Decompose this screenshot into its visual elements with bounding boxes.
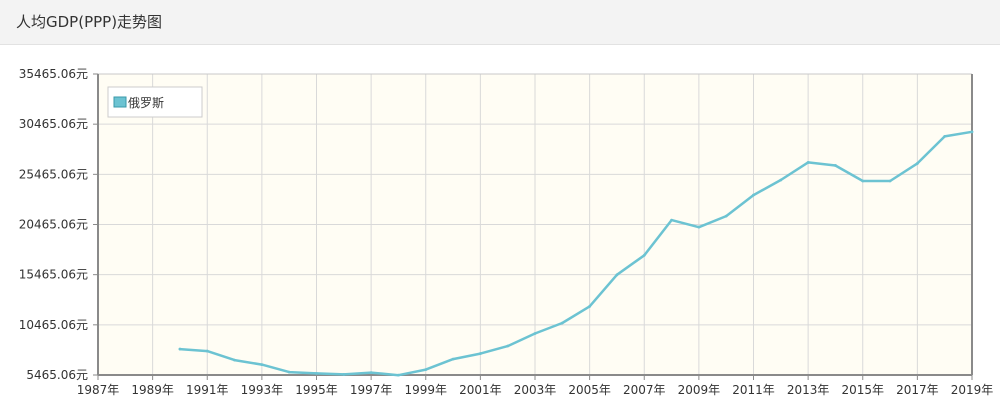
data-point — [287, 370, 291, 374]
data-point — [806, 161, 810, 164]
x-tick-label: 1991年 — [186, 383, 229, 397]
data-point — [697, 225, 701, 229]
y-tick-label: 10465.06元 — [19, 318, 88, 332]
data-point — [724, 214, 728, 218]
page-title: 人均GDP(PPP)走势图 — [16, 13, 163, 31]
y-tick-label: 25465.06元 — [19, 167, 88, 181]
data-point — [779, 178, 783, 182]
x-tick-label: 1989年 — [131, 383, 174, 397]
data-point — [915, 162, 919, 165]
legend-swatch — [113, 96, 127, 108]
x-tick-label: 2019年 — [951, 383, 994, 397]
data-point — [451, 357, 455, 361]
data-point — [670, 218, 673, 222]
series-layer — [178, 130, 974, 377]
data-point — [478, 352, 482, 355]
data-point — [342, 373, 346, 376]
data-point — [315, 372, 318, 375]
data-point — [642, 253, 646, 257]
legend[interactable]: 俄罗斯 — [107, 86, 203, 118]
data-point — [178, 347, 182, 351]
x-tick-label: 2001年 — [459, 383, 502, 397]
data-point — [588, 305, 592, 308]
x-tick-label: 2015年 — [841, 383, 884, 397]
data-point — [533, 332, 537, 335]
header-bar: 人均GDP(PPP)走势图 — [0, 0, 1000, 45]
y-tick-label: 35465.06元 — [19, 67, 88, 81]
data-point — [260, 363, 264, 367]
x-tick-label: 1995年 — [295, 383, 338, 397]
data-point — [424, 368, 428, 372]
data-point — [752, 193, 755, 197]
x-tick-label: 2017年 — [896, 383, 939, 397]
legend-label: 俄罗斯 — [128, 96, 164, 110]
data-point — [943, 134, 947, 138]
x-tick-label: 2011年 — [732, 383, 775, 397]
y-tick-label: 30465.06元 — [19, 117, 88, 131]
x-tick-label: 1997年 — [350, 383, 393, 397]
x-tick-label: 2003年 — [514, 383, 557, 397]
x-tick-label: 2013年 — [787, 383, 830, 397]
x-tick-label: 1987年 — [77, 383, 120, 397]
data-point — [233, 358, 236, 362]
data-point — [369, 371, 373, 375]
data-point — [506, 344, 510, 348]
data-point — [834, 164, 837, 167]
y-tick-label: 5465.06元 — [26, 368, 88, 382]
x-axis-ticks: 1987年 1989年 1991年 1993年 1995年 1997年 1999年 2001年… — [77, 375, 994, 397]
data-point — [861, 179, 865, 183]
data-point — [888, 179, 892, 183]
data-point — [397, 373, 400, 377]
data-point — [560, 321, 564, 325]
data-point — [970, 130, 974, 134]
x-tick-label: 2009年 — [678, 383, 721, 397]
y-tick-label: 15465.06元 — [19, 268, 88, 282]
data-point — [615, 273, 619, 277]
x-tick-label: 2005年 — [568, 383, 611, 397]
series-line — [178, 130, 974, 377]
x-tick-label: 1999年 — [404, 383, 447, 397]
x-tick-label: 1993年 — [241, 383, 284, 397]
y-axis-ticks: 5465.06元 10465.06元 15465.06元 20465.06元 25465… — [19, 67, 98, 382]
y-tick-label: 20465.06元 — [19, 218, 88, 232]
data-point — [205, 349, 209, 353]
x-tick-label: 2007年 — [623, 383, 666, 397]
